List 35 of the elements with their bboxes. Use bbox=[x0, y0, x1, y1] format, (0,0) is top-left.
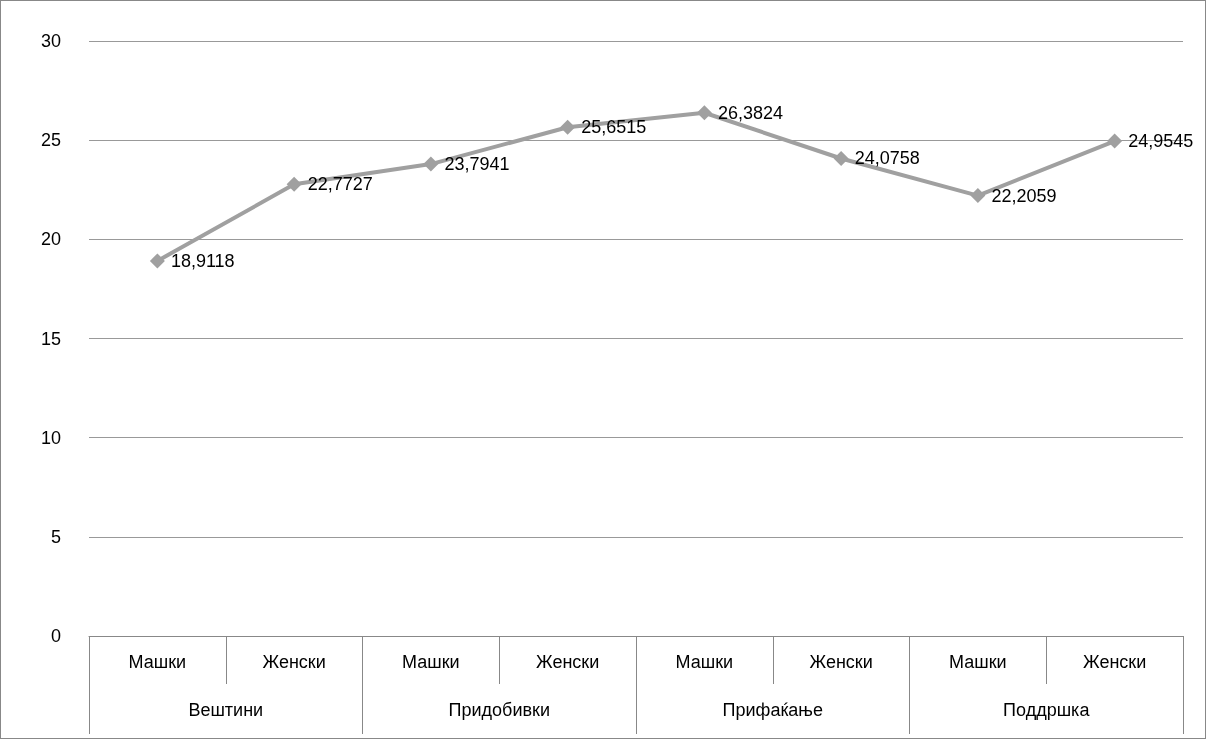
point bbox=[970, 188, 986, 204]
data-label: 18,9118 bbox=[170, 250, 235, 271]
data-label: 24,0758 bbox=[854, 148, 920, 169]
data-label: 25,6515 bbox=[581, 117, 647, 138]
point bbox=[149, 253, 165, 269]
data-label: 23,7941 bbox=[444, 154, 510, 175]
data-label: 26,3824 bbox=[717, 102, 783, 123]
x-tick-label: Женски bbox=[535, 652, 600, 672]
point bbox=[833, 151, 849, 166]
x-tick-label: Женски bbox=[809, 652, 873, 672]
point bbox=[560, 119, 576, 135]
data-label: 22,7727 bbox=[307, 174, 373, 195]
x-tick-label: Машки bbox=[402, 652, 460, 672]
text: Поддршка bbox=[1003, 700, 1091, 720]
point bbox=[286, 176, 302, 192]
y-tick-label: 0 bbox=[50, 626, 61, 646]
x-tick-label: Машки bbox=[128, 652, 187, 672]
point bbox=[696, 105, 712, 121]
y-tick-label: 15 bbox=[40, 328, 61, 349]
data-label: 22,2059 bbox=[991, 185, 1057, 206]
data-label: 24,9545 bbox=[1128, 131, 1194, 152]
y-tick-label: 20 bbox=[40, 229, 61, 250]
y-tick-label: 10 bbox=[40, 427, 61, 448]
y-tick-label: 25 bbox=[40, 130, 61, 151]
y-tick-label: 30 bbox=[40, 31, 61, 51]
x-tick-label: Женски bbox=[1082, 652, 1147, 672]
x-tick-label: Машки bbox=[949, 652, 1007, 672]
point bbox=[1107, 133, 1123, 149]
text: Вештини bbox=[188, 700, 264, 720]
text: Прифаќање bbox=[722, 700, 823, 720]
point bbox=[423, 156, 439, 172]
text: Придобивки bbox=[448, 700, 550, 720]
x-tick-label: Женски bbox=[262, 652, 326, 672]
y-tick-label: 5 bbox=[50, 526, 61, 547]
x-tick-label: Машки bbox=[675, 652, 734, 672]
